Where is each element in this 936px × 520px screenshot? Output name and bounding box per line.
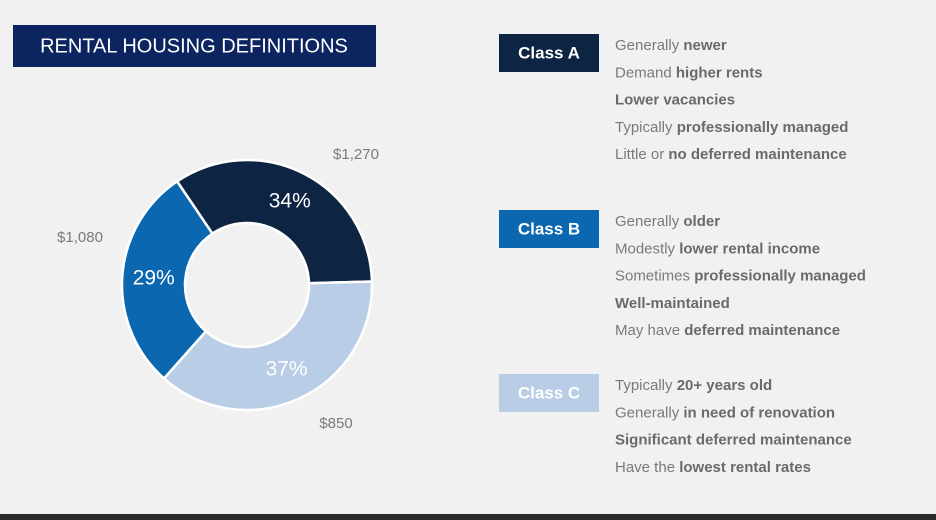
bullet-part: Typically	[615, 119, 677, 136]
bullet-part: Lower vacancies	[615, 92, 735, 109]
title-box	[13, 25, 376, 67]
bullet-part: Generally	[615, 213, 683, 230]
value-label: 37%	[265, 357, 307, 380]
bullet-part: newer	[683, 37, 727, 54]
bullet-part: professionally managed	[677, 119, 849, 136]
bullet: Sometimes professionally managed	[615, 268, 866, 285]
donut-slice	[162, 280, 374, 412]
bullet-part: Generally	[615, 37, 683, 54]
bullet: Generally newer	[615, 37, 727, 54]
bullet-part: Demand	[615, 64, 676, 81]
bullet: Demand higher rents	[615, 64, 763, 81]
donut-slice	[175, 158, 374, 285]
bullet: Typically professionally managed	[615, 119, 848, 136]
annotation: $1,270	[333, 146, 379, 163]
bullet-part: in need of renovation	[683, 404, 835, 421]
bullet-part: higher rents	[676, 64, 763, 81]
class-name: Class B	[518, 219, 580, 238]
bullet: Generally older	[615, 213, 720, 230]
bottom-bar	[0, 514, 936, 520]
bullet-part: May have	[615, 322, 684, 339]
class-name: Class C	[518, 383, 580, 402]
value-label: 29%	[133, 266, 175, 289]
bullet-part: lower rental income	[679, 240, 820, 257]
donut-slice	[120, 179, 215, 381]
bullet-part: older	[683, 213, 720, 230]
class-box	[499, 34, 599, 72]
bullet-part: deferred maintenance	[684, 322, 840, 339]
bullet-part: Significant deferred maintenance	[615, 432, 852, 449]
bullet-part: Typically	[615, 377, 677, 394]
bullet-part: Generally	[615, 404, 683, 421]
bullet: Well-maintained	[615, 295, 730, 312]
annotation: $1,080	[57, 229, 103, 246]
bullet: Have the lowest rental rates	[615, 459, 811, 476]
class-name: Class A	[518, 43, 580, 62]
bullet-part: professionally managed	[694, 268, 866, 285]
bullet: Modestly lower rental income	[615, 240, 820, 257]
value-label: 34%	[269, 189, 311, 212]
bullet: Typically 20+ years old	[615, 377, 772, 394]
bullet-part: Have the	[615, 459, 679, 476]
bullet: Little or no deferred maintenance	[615, 146, 847, 163]
class-box	[499, 210, 599, 248]
bullet-part: 20+ years old	[677, 377, 772, 394]
bullet-part: Well-maintained	[615, 295, 730, 312]
chart-title: RENTAL HOUSING DEFINITIONS	[40, 35, 348, 57]
bullet-part: no deferred maintenance	[668, 146, 846, 163]
bullet: Generally in need of renovation	[615, 404, 835, 421]
bullet: Significant deferred maintenance	[615, 432, 852, 449]
annotation: $850	[319, 415, 352, 432]
bullet-part: lowest rental rates	[679, 459, 811, 476]
class-box	[499, 374, 599, 412]
bullet: May have deferred maintenance	[615, 322, 840, 339]
bullet-part: Little or	[615, 146, 668, 163]
bullet: Lower vacancies	[615, 92, 735, 109]
bullet-part: Modestly	[615, 240, 679, 257]
bullet-part: Sometimes	[615, 268, 694, 285]
